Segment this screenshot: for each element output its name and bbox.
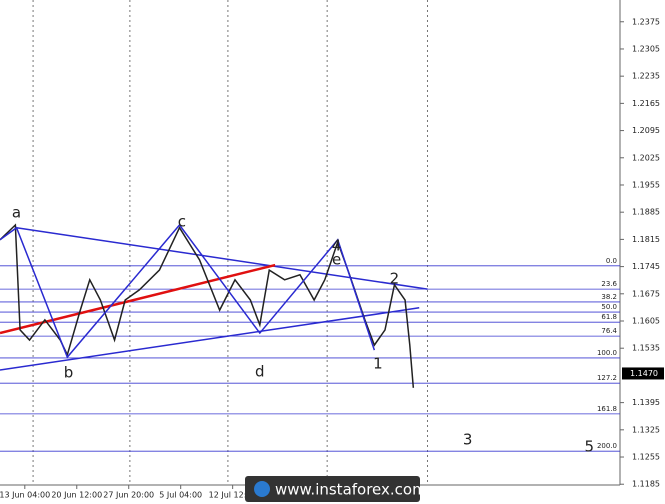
fib-label: 0.0 bbox=[606, 257, 617, 265]
y-tick-label: 1.1185 bbox=[632, 480, 660, 489]
fib-label: 23.6 bbox=[601, 280, 617, 288]
watermark-bg bbox=[245, 476, 420, 502]
price-line bbox=[0, 223, 376, 359]
x-tick-label: 13 Jun 04:00 bbox=[0, 491, 50, 500]
wave-label: b bbox=[64, 364, 74, 382]
wave-label: 2 bbox=[390, 270, 400, 288]
fib-label: 100.0 bbox=[597, 349, 617, 357]
y-tick-label: 1.2165 bbox=[632, 99, 660, 108]
x-tick-label: 12 Jul 12:00 bbox=[209, 491, 257, 500]
wave-label: 1 bbox=[373, 355, 383, 373]
y-tick-label: 1.2025 bbox=[632, 153, 660, 162]
fib-label: 38.2 bbox=[601, 293, 617, 301]
trendline bbox=[16, 226, 428, 290]
trendline bbox=[0, 307, 420, 371]
y-tick-label: 1.1675 bbox=[632, 289, 660, 298]
current-price-box bbox=[622, 367, 664, 380]
fib-label: 61.8 bbox=[601, 313, 617, 321]
wave-label: a bbox=[12, 203, 21, 221]
fib-label: 200.0 bbox=[597, 442, 617, 450]
y-tick-label: 1.1605 bbox=[632, 317, 660, 326]
wave-label: 4 bbox=[332, 236, 342, 254]
watermark: www.instaforex.com bbox=[245, 476, 427, 502]
wave-label: c bbox=[178, 212, 186, 230]
watermark-logo bbox=[254, 481, 270, 497]
y-tick-label: 1.2375 bbox=[632, 17, 660, 26]
fib-label: 161.8 bbox=[597, 405, 617, 413]
y-tick-label: 1.2095 bbox=[632, 126, 660, 135]
y-tick-label: 1.2235 bbox=[632, 72, 660, 81]
wave-label: 3 bbox=[463, 430, 473, 448]
y-tick-label: 1.1325 bbox=[632, 425, 660, 434]
y-tick-label: 1.2305 bbox=[632, 44, 660, 53]
y-tick-label: 1.1395 bbox=[632, 398, 660, 407]
y-tick-label: 1.1815 bbox=[632, 235, 660, 244]
watermark-text: www.instaforex.com bbox=[275, 481, 427, 499]
y-tick-label: 1.1535 bbox=[632, 344, 660, 353]
y-tick-label: 1.1955 bbox=[632, 180, 660, 189]
x-tick-label: 27 Jun 20:00 bbox=[103, 491, 154, 500]
wave-label: d bbox=[255, 362, 265, 380]
current-price-label: 1.1470 bbox=[630, 369, 658, 378]
fib-label: 76.4 bbox=[601, 327, 617, 335]
fib-label: 127.2 bbox=[597, 374, 617, 382]
wave-label: 5 bbox=[585, 437, 595, 455]
x-tick-label: 20 Jun 12:00 bbox=[51, 491, 102, 500]
y-tick-label: 1.1255 bbox=[632, 453, 660, 462]
y-tick-label: 1.1885 bbox=[632, 208, 660, 217]
fib-label: 50.0 bbox=[601, 303, 617, 311]
wave-label: e bbox=[332, 250, 341, 268]
y-tick-label: 1.1745 bbox=[632, 262, 660, 271]
x-tick-label: 5 Jul 04:00 bbox=[159, 491, 202, 500]
